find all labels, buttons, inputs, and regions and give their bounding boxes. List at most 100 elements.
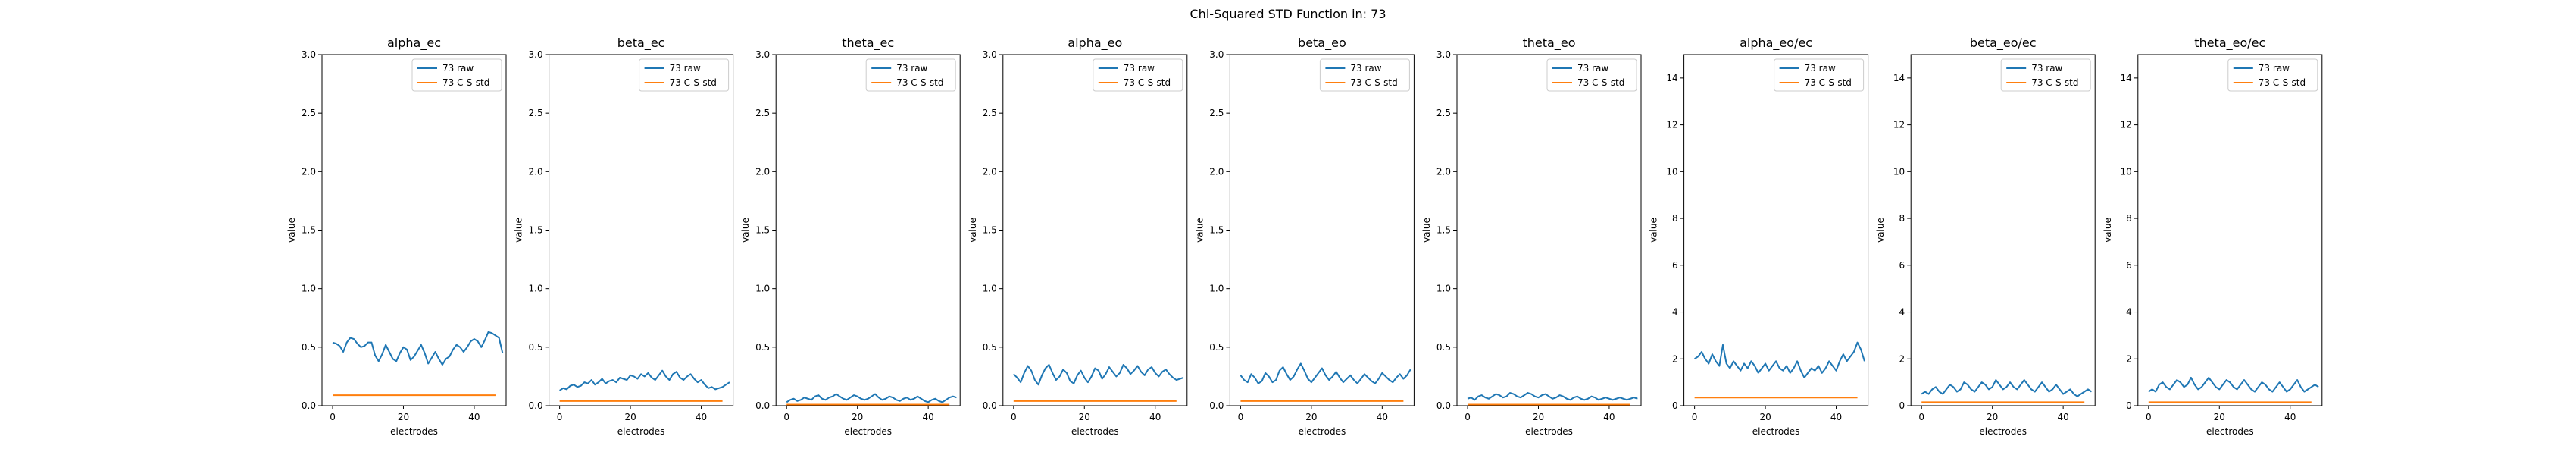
x-axis-label: electrodes	[1752, 426, 1800, 437]
y-axis-label: value	[286, 218, 297, 243]
chart-panel-5: theta_eo 0 20 40 0.0 0.5 1.0 1.5 2.0 2.5 3.0 electr…	[1421, 36, 1642, 437]
y-tick-label: 2	[1672, 353, 1678, 364]
y-tick-label: 0.0	[1436, 400, 1451, 411]
y-tick-label: 1.0	[302, 284, 316, 294]
y-tick-label: 14	[1666, 73, 1677, 83]
legend-label: 73 C-S-std	[670, 77, 717, 88]
y-axis-label: value	[1875, 218, 1886, 243]
series-line-raw	[2148, 376, 2319, 393]
chart-panel-1: beta_ec 0 20 40 0.0 0.5 1.0 1.5 2.0 2.5 3.0 electro…	[514, 36, 734, 437]
chart-panel-0: alpha_ec 0 20 40 0.0 0.5 1.0 1.5 2.0 2.5 3.0 electr…	[286, 36, 507, 437]
y-tick-label: 8	[1899, 213, 1905, 224]
chart-panel-7: beta_eo/ec 0 20 40 0 2 4 6 8 10 12 14 electrodes valu…	[1875, 36, 2096, 437]
legend: 73 raw 73 C-S-std	[1093, 58, 1183, 92]
y-tick-label: 1.5	[1209, 225, 1224, 236]
x-tick-label: 20	[1987, 412, 1998, 422]
y-tick-label: 2.5	[1436, 108, 1451, 118]
series-line-raw	[1921, 379, 2093, 397]
y-tick-label: 6	[2126, 260, 2132, 271]
x-axis-label: electrodes	[1525, 426, 1573, 437]
y-tick-label: 0.0	[983, 400, 997, 411]
y-tick-label: 0.0	[1209, 400, 1224, 411]
x-tick-label: 0	[783, 412, 789, 422]
y-tick-label: 2.5	[755, 108, 770, 118]
x-axis-label: electrodes	[844, 426, 892, 437]
x-tick-label: 20	[2214, 412, 2225, 422]
y-tick-label: 0	[1899, 400, 1905, 411]
y-tick-label: 1.5	[1436, 225, 1451, 236]
x-tick-label: 20	[1533, 412, 1544, 422]
chart-title: alpha_ec	[387, 36, 441, 51]
y-tick-label: 2.0	[983, 166, 997, 177]
chart-panel-3: alpha_eo 0 20 40 0.0 0.5 1.0 1.5 2.0 2.5 3.0 electr…	[968, 36, 1188, 437]
y-tick-label: 1.0	[1436, 284, 1451, 294]
legend-label: 73 raw	[1805, 63, 1836, 74]
figure-suptitle: Chi-Squared STD Function in: 73	[1190, 7, 1386, 21]
chart-title: theta_ec	[842, 36, 894, 51]
y-tick-label: 0.5	[302, 342, 316, 353]
y-tick-label: 2.5	[983, 108, 997, 118]
y-tick-label: 1.0	[529, 284, 543, 294]
y-tick-label: 0.0	[302, 400, 316, 411]
y-tick-label: 2.0	[529, 166, 543, 177]
y-tick-label: 14	[2121, 73, 2132, 83]
legend-label: 73 raw	[2259, 63, 2290, 74]
x-tick-label: 40	[2284, 412, 2296, 422]
x-tick-label: 0	[1918, 412, 1924, 422]
legend-label: 73 C-S-std	[1350, 77, 1397, 88]
plot-frame	[1910, 54, 2096, 406]
y-tick-label: 3.0	[755, 49, 770, 60]
y-tick-label: 2.5	[302, 108, 316, 118]
y-tick-label: 8	[1672, 213, 1678, 224]
y-tick-label: 0.5	[755, 342, 770, 353]
x-tick-label: 40	[468, 412, 480, 422]
x-tick-label: 20	[1305, 412, 1317, 422]
legend: 73 raw 73 C-S-std	[1319, 58, 1410, 92]
series-line-raw	[1467, 392, 1638, 401]
y-tick-label: 2.0	[1436, 166, 1451, 177]
x-tick-label: 20	[624, 412, 636, 422]
y-tick-label: 10	[1666, 166, 1677, 177]
legend-label: 73 C-S-std	[2259, 77, 2306, 88]
x-tick-label: 0	[1465, 412, 1471, 422]
x-tick-label: 40	[1377, 412, 1388, 422]
y-tick-label: 0	[2126, 400, 2132, 411]
x-axis-label: electrodes	[1299, 426, 1346, 437]
y-axis-label: value	[514, 218, 524, 243]
y-tick-label: 3.0	[1436, 49, 1451, 60]
y-tick-label: 0.0	[755, 400, 770, 411]
y-tick-label: 0.0	[529, 400, 543, 411]
y-tick-label: 2.0	[755, 166, 770, 177]
y-tick-label: 1.0	[983, 284, 997, 294]
chart-title: theta_eo/ec	[2194, 36, 2265, 51]
y-tick-label: 2.0	[302, 166, 316, 177]
series-line-raw	[332, 331, 504, 366]
legend-label: 73 raw	[1124, 63, 1155, 74]
x-tick-label: 40	[696, 412, 707, 422]
x-tick-label: 40	[1603, 412, 1615, 422]
x-axis-label: electrodes	[617, 426, 665, 437]
y-tick-label: 1.0	[1209, 284, 1224, 294]
series-line-raw	[786, 393, 957, 403]
chart-panels: alpha_ec0 20 400.00.51.01.52.02.53.0electr…	[286, 36, 2323, 437]
y-axis-label: value	[2102, 218, 2113, 243]
chart-panel-8: theta_eo/ec 0 20 40 0 2 4 6 8 10 12 14 electrodes val…	[2102, 36, 2323, 437]
series-line-raw	[1694, 341, 1865, 378]
legend: 73 raw 73 C-S-std	[1774, 58, 1865, 92]
legend: 73 raw 73 C-S-std	[639, 58, 730, 92]
y-tick-label: 6	[1899, 260, 1905, 271]
x-tick-label: 20	[1759, 412, 1771, 422]
y-tick-label: 3.0	[1209, 49, 1224, 60]
y-tick-label: 1.0	[755, 284, 770, 294]
series-line-raw	[559, 369, 730, 391]
y-tick-label: 0.5	[1209, 342, 1224, 353]
x-tick-label: 20	[852, 412, 863, 422]
x-axis-label: electrodes	[390, 426, 438, 437]
chart-panel-6: alpha_eo/ec 0 20 40 0 2 4 6 8 10 12 14 electrodes val…	[1649, 36, 1869, 437]
legend-label: 73 raw	[1577, 63, 1608, 74]
legend-label: 73 C-S-std	[1577, 77, 1624, 88]
x-tick-label: 0	[557, 412, 563, 422]
x-tick-label: 0	[1011, 412, 1017, 422]
legend: 73 raw 73 C-S-std	[865, 58, 956, 92]
legend-label: 73 C-S-std	[1805, 77, 1852, 88]
